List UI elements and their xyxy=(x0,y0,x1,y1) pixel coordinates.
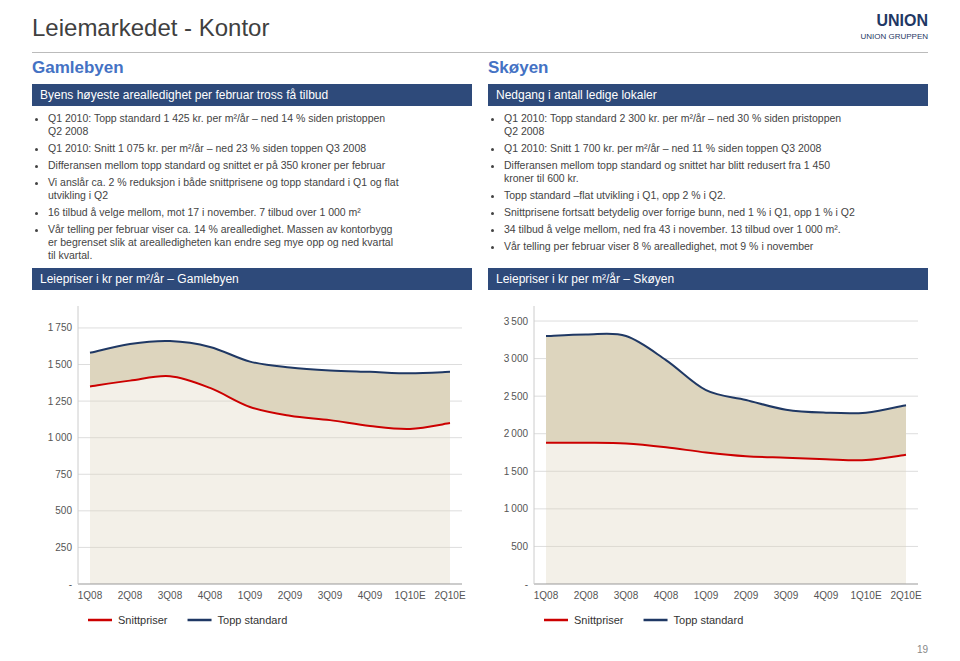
x-tick-label: 3Q09 xyxy=(318,590,343,601)
y-axis-line xyxy=(78,306,79,584)
y-axis-line xyxy=(534,306,535,584)
bullet: Vår telling per februar viser 8 % areall… xyxy=(504,240,928,253)
area-below-snitt xyxy=(546,443,906,584)
chart: - 250 500 750 1 000 1 250 1 500 1 750 1Q08 2Q08 3Q… xyxy=(32,294,472,638)
x-tick-label: 1Q10E xyxy=(394,590,425,601)
y-tick-label: 1 000 xyxy=(48,432,73,443)
x-tick-label: 2Q08 xyxy=(118,590,143,601)
x-tick-label: 2Q09 xyxy=(734,590,759,601)
y-tick-label: 500 xyxy=(55,505,72,516)
series-line xyxy=(90,376,450,429)
series-line xyxy=(546,334,906,414)
y-tick-label: 1 500 xyxy=(48,359,73,370)
x-tick-label: 1Q10E xyxy=(850,590,881,601)
page: Leiemarkedet - Kontor UNION UNION GRUPPEN G… xyxy=(0,0,960,661)
x-tick-label: 4Q08 xyxy=(654,590,679,601)
y-tick-label: 3 500 xyxy=(504,316,529,327)
area-between xyxy=(90,341,450,429)
y-tick-label: 1 000 xyxy=(504,503,529,514)
bullet: 34 tilbud å velge mellom, ned fra 43 i n… xyxy=(504,223,928,236)
series-line xyxy=(90,341,450,373)
bullet: Q1 2010: Snitt 1 075 kr. per m²/år – ned… xyxy=(48,142,472,155)
page-title: Leiemarkedet - Kontor xyxy=(32,14,269,42)
bullet: Q1 2010: Topp standard 2 300 kr. per m²/… xyxy=(504,112,928,138)
bullet: Vår telling per februar viser ca. 14 % a… xyxy=(48,223,472,262)
chart: - 500 1 000 1 500 2 000 2 500 3 000 3 500 1Q08 2Q… xyxy=(488,294,928,638)
y-tick-label: 250 xyxy=(55,542,72,553)
y-tick-label: 3 000 xyxy=(504,353,529,364)
x-tick-label: 4Q08 xyxy=(198,590,223,601)
legend-label: Snittpriser xyxy=(574,614,624,626)
y-tick-label: 1 500 xyxy=(504,466,529,477)
title-rule xyxy=(32,52,928,53)
plot-area xyxy=(546,334,906,584)
x-axis-line xyxy=(534,584,918,585)
bullet: Topp standard –flat utvikling i Q1, opp … xyxy=(504,189,928,202)
y-tick-label: - xyxy=(69,579,72,590)
bullet: Vi anslår ca. 2 % reduksjon i både snitt… xyxy=(48,176,472,202)
y-tick-label: 750 xyxy=(55,469,72,480)
section-title: Skøyen xyxy=(488,58,548,78)
y-tick-label: 2 500 xyxy=(504,391,529,402)
y-tick-label: 500 xyxy=(511,541,528,552)
x-tick-label: 4Q09 xyxy=(814,590,839,601)
section-box-title: Nedgang i antall ledige lokaler xyxy=(488,84,928,106)
chart-title: Leiepriser i kr per m²/år – Skøyen xyxy=(488,268,928,290)
x-tick-label: 2Q10E xyxy=(890,590,921,601)
area-between xyxy=(546,334,906,461)
x-tick-label: 2Q08 xyxy=(574,590,599,601)
x-tick-label: 1Q09 xyxy=(694,590,719,601)
x-tick-label: 3Q09 xyxy=(774,590,799,601)
y-tick-label: 1 250 xyxy=(48,396,73,407)
legend-swatch xyxy=(188,619,212,622)
logo-subtitle: UNION GRUPPEN xyxy=(860,32,928,41)
bullet: Snittprisene fortsatt betydelig over for… xyxy=(504,206,928,219)
logo: UNION xyxy=(876,12,928,30)
bullet: Differansen mellom topp standard og snit… xyxy=(48,159,472,172)
x-axis-line xyxy=(78,584,462,585)
y-tick-label: 2 000 xyxy=(504,428,529,439)
series-line xyxy=(546,443,906,461)
page-number: 19 xyxy=(917,644,928,655)
bullet: Q1 2010: Snitt 1 700 kr. per m²/år – ned… xyxy=(504,142,928,155)
x-tick-label: 3Q08 xyxy=(614,590,639,601)
bullet: Differansen mellom topp standard og snit… xyxy=(504,159,928,185)
x-tick-label: 3Q08 xyxy=(158,590,183,601)
x-tick-label: 1Q09 xyxy=(238,590,263,601)
x-tick-label: 2Q09 xyxy=(278,590,303,601)
x-tick-label: 2Q10E xyxy=(434,590,465,601)
y-tick-label: - xyxy=(525,579,528,590)
section-title: Gamlebyen xyxy=(32,58,124,78)
grid-line xyxy=(534,321,918,322)
legend-swatch xyxy=(88,619,112,622)
legend-label: Topp standard xyxy=(218,614,288,626)
section-box-title: Byens høyeste arealledighet per februar … xyxy=(32,84,472,106)
x-tick-label: 1Q08 xyxy=(78,590,103,601)
legend-label: Snittpriser xyxy=(118,614,168,626)
bullet: 16 tilbud å velge mellom, mot 17 i novem… xyxy=(48,206,472,219)
x-tick-label: 4Q09 xyxy=(358,590,383,601)
grid-line xyxy=(78,327,462,328)
bullet-list: Q1 2010: Topp standard 1 425 kr. per m²/… xyxy=(32,112,472,266)
bullet-list: Q1 2010: Topp standard 2 300 kr. per m²/… xyxy=(488,112,928,257)
legend-swatch xyxy=(644,619,668,622)
legend-swatch xyxy=(544,619,568,622)
legend-label: Topp standard xyxy=(674,614,744,626)
x-tick-label: 1Q08 xyxy=(534,590,559,601)
bullet: Q1 2010: Topp standard 1 425 kr. per m²/… xyxy=(48,112,472,138)
chart-title: Leiepriser i kr per m²/år – Gamlebyen xyxy=(32,268,472,290)
plot-area xyxy=(90,341,450,584)
y-tick-label: 1 750 xyxy=(48,322,73,333)
